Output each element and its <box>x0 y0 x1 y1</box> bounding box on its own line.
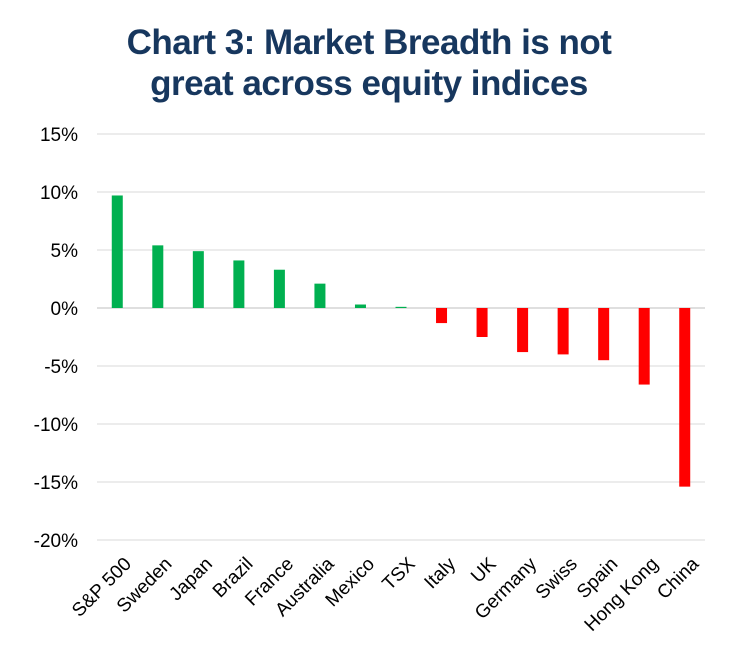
x-category-label: UK <box>467 554 501 588</box>
bar-italy <box>436 308 448 324</box>
y-tick-label: -10% <box>34 415 78 436</box>
x-category-label: Japan <box>165 554 216 605</box>
chart-title-line-1: Chart 3: Market Breadth is not <box>126 23 612 62</box>
y-tick-label: -20% <box>34 531 78 552</box>
bar-sweden <box>152 245 164 308</box>
y-tick-label: 5% <box>51 241 79 262</box>
bar-uk <box>476 308 488 337</box>
chart-title: Chart 3: Market Breadth is not great acr… <box>0 22 738 104</box>
bar-mexico <box>354 304 366 308</box>
bar-china <box>679 308 691 487</box>
y-axis-tick-labels: 15% 10% 5% 0% -5% -10% -15% -20% <box>34 125 78 552</box>
bar-japan <box>192 251 204 308</box>
gridlines <box>97 133 705 541</box>
y-tick-label: -5% <box>44 357 78 378</box>
bar-tsx <box>395 306 407 308</box>
y-tick-label: 0% <box>51 299 79 320</box>
y-tick-label: 10% <box>40 183 78 204</box>
bar-s-p-500 <box>111 195 123 308</box>
x-axis-category-labels: S&P 500SwedenJapanBrazilFranceAustraliaM… <box>68 553 703 635</box>
bar-spain <box>598 308 610 361</box>
x-category-label: China <box>653 553 703 603</box>
bar-brazil <box>233 260 245 308</box>
bar-swiss <box>557 308 569 355</box>
bars <box>111 195 691 487</box>
x-category-label: Swiss <box>532 554 582 604</box>
bar-australia <box>314 283 326 308</box>
bar-hong-kong <box>638 308 650 385</box>
chart-title-line-2: great across equity indices <box>150 64 588 103</box>
bar-france <box>273 269 285 308</box>
x-category-label: TSX <box>379 554 420 595</box>
x-category-label: Italy <box>421 553 461 593</box>
y-tick-label: -15% <box>34 473 78 494</box>
y-tick-label: 15% <box>40 125 78 146</box>
bar-germany <box>517 308 529 353</box>
